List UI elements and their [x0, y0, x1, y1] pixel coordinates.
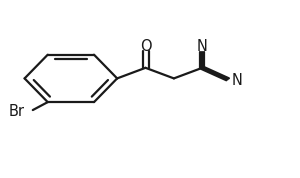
Text: Br: Br: [9, 104, 25, 119]
Text: O: O: [140, 39, 151, 54]
Text: N: N: [232, 73, 243, 88]
Text: N: N: [197, 40, 208, 54]
